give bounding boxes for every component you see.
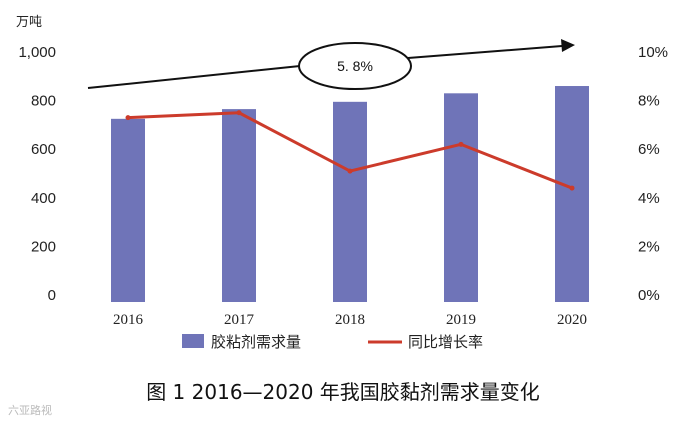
bar-2016 (111, 118, 145, 302)
bar-2018 (333, 101, 367, 302)
bar-2019 (444, 93, 478, 302)
trend-arrow-right (407, 45, 563, 59)
right-tick-label: 4% (638, 190, 660, 207)
x-axis-ticks: 2016 2017 2018 2019 2020 (113, 312, 587, 328)
line-series (125, 110, 575, 191)
x-tick-label: 2016 (113, 312, 144, 328)
annotation-text: 5. 8% (337, 58, 373, 74)
legend-swatch-bar (182, 334, 204, 348)
trend-annotation: 5. 8% (87, 39, 575, 90)
growth-rate-point-2018 (347, 168, 353, 174)
growth-rate-point-2016 (125, 115, 131, 121)
left-axis-ticks: 0 200 400 600 800 1,000 (18, 44, 56, 304)
legend-label-bar: 胶粘剂需求量 (211, 333, 301, 351)
trend-arrow-left (87, 65, 301, 89)
left-tick-label: 800 (31, 93, 56, 110)
left-tick-label: 200 (31, 238, 56, 255)
bar-2017 (222, 109, 256, 302)
x-tick-label: 2017 (224, 312, 255, 328)
growth-rate-point-2019 (458, 141, 464, 147)
right-axis-ticks: 0% 2% 4% 6% 8% 10% (638, 44, 668, 304)
x-tick-label: 2019 (446, 312, 476, 328)
right-tick-label: 10% (638, 44, 668, 61)
right-tick-label: 8% (638, 93, 660, 110)
x-tick-label: 2018 (335, 312, 365, 328)
watermark: 六亚路视 (8, 403, 52, 417)
x-tick-label: 2020 (557, 312, 587, 328)
left-tick-label: 600 (31, 141, 56, 158)
legend: 胶粘剂需求量 同比增长率 (182, 333, 483, 351)
right-tick-label: 2% (638, 238, 660, 255)
bar-series (111, 86, 589, 303)
figure-caption: 图 1 2016—2020 年我国胶黏剂需求量变化 (146, 380, 540, 404)
growth-rate-point-2017 (236, 110, 242, 116)
growth-rate-point-2020 (569, 185, 575, 191)
left-axis-unit: 万吨 (16, 15, 42, 30)
left-tick-label: 1,000 (18, 44, 56, 61)
right-tick-label: 6% (638, 141, 660, 158)
trend-arrow-head (561, 39, 575, 52)
left-tick-label: 0 (48, 287, 56, 304)
legend-label-line: 同比增长率 (408, 333, 483, 351)
right-tick-label: 0% (638, 287, 660, 304)
annotation-bubble (298, 42, 412, 90)
bar-2020 (555, 86, 589, 303)
left-tick-label: 400 (31, 190, 56, 207)
